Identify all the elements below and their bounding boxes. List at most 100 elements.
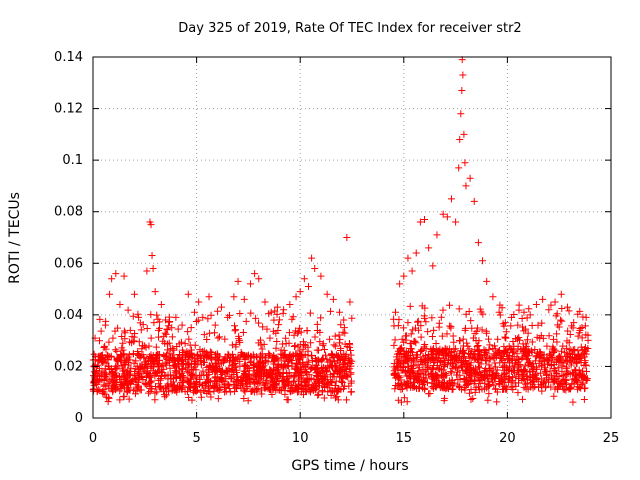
data-point	[581, 322, 589, 330]
data-point	[396, 360, 404, 368]
data-point	[164, 346, 172, 354]
data-point	[433, 348, 441, 356]
data-point	[422, 318, 430, 326]
data-point	[279, 364, 287, 372]
data-point	[250, 354, 258, 362]
data-point	[216, 383, 224, 391]
data-point	[400, 394, 408, 402]
data-point	[456, 337, 464, 345]
data-point	[94, 386, 102, 394]
data-point	[194, 316, 202, 324]
data-point	[413, 351, 421, 359]
data-point	[523, 375, 531, 383]
data-point	[448, 364, 456, 372]
data-point	[235, 336, 243, 344]
data-point	[183, 348, 191, 356]
data-point	[429, 366, 437, 374]
data-point	[466, 174, 474, 182]
data-point	[492, 353, 500, 361]
data-point	[232, 326, 240, 334]
data-point	[125, 371, 133, 379]
data-point	[510, 353, 518, 361]
data-point	[213, 350, 221, 358]
data-point	[467, 317, 475, 325]
data-point	[424, 379, 432, 387]
data-point	[308, 352, 316, 360]
data-point	[530, 378, 538, 386]
data-point	[245, 365, 253, 373]
data-point	[291, 342, 299, 350]
data-point	[179, 383, 187, 391]
data-point	[241, 368, 249, 376]
data-point	[468, 324, 476, 332]
data-point	[295, 355, 303, 363]
data-point	[203, 352, 211, 360]
data-point	[517, 368, 525, 376]
data-point	[285, 329, 293, 337]
data-point	[404, 366, 412, 374]
data-point	[293, 351, 301, 359]
data-point	[337, 377, 345, 385]
data-point	[574, 378, 582, 386]
data-point	[247, 357, 255, 365]
data-point	[575, 384, 583, 392]
data-point	[307, 374, 315, 382]
data-point	[124, 306, 132, 314]
data-point	[518, 395, 526, 403]
data-point	[151, 372, 159, 380]
data-point	[456, 136, 464, 144]
chart-title: Day 325 of 2019, Rate Of TEC Index for r…	[178, 21, 521, 36]
data-point	[319, 355, 327, 363]
data-point	[392, 308, 400, 316]
data-point	[506, 344, 514, 352]
data-point	[190, 381, 198, 389]
data-point	[136, 386, 144, 394]
data-point	[146, 388, 154, 396]
data-point	[500, 349, 508, 357]
data-point	[563, 344, 571, 352]
data-point	[326, 371, 334, 379]
data-point	[430, 326, 438, 334]
data-point	[177, 384, 185, 392]
data-point	[334, 396, 342, 404]
data-point	[126, 326, 134, 334]
data-point	[484, 383, 492, 391]
data-point	[143, 324, 151, 332]
data-point	[555, 364, 563, 372]
data-point	[553, 377, 561, 385]
data-point	[206, 388, 214, 396]
data-point	[94, 361, 102, 369]
data-point	[577, 343, 585, 351]
data-point	[429, 382, 437, 390]
data-point	[443, 345, 451, 353]
data-point	[215, 386, 223, 394]
data-point	[342, 396, 350, 404]
data-point	[308, 254, 316, 262]
data-point	[509, 377, 517, 385]
data-point	[548, 353, 556, 361]
data-point	[583, 375, 591, 383]
data-point	[296, 341, 304, 349]
data-point	[281, 350, 289, 358]
data-point	[173, 354, 181, 362]
data-point	[552, 312, 560, 320]
data-point	[254, 359, 262, 367]
data-point	[240, 394, 248, 402]
data-point	[482, 327, 490, 335]
data-point	[290, 331, 298, 339]
data-point	[301, 342, 309, 350]
data-point	[187, 346, 195, 354]
data-point	[537, 369, 545, 377]
y-axis-label: ROTI / TECUs	[7, 192, 23, 284]
data-point	[581, 345, 589, 353]
data-point	[214, 365, 222, 373]
data-point	[336, 308, 344, 316]
data-point	[428, 347, 436, 355]
data-point	[498, 373, 506, 381]
data-point	[141, 380, 149, 388]
data-point	[443, 352, 451, 360]
data-point	[550, 376, 558, 384]
data-point	[531, 383, 539, 391]
data-point	[140, 353, 148, 361]
data-point	[447, 369, 455, 377]
